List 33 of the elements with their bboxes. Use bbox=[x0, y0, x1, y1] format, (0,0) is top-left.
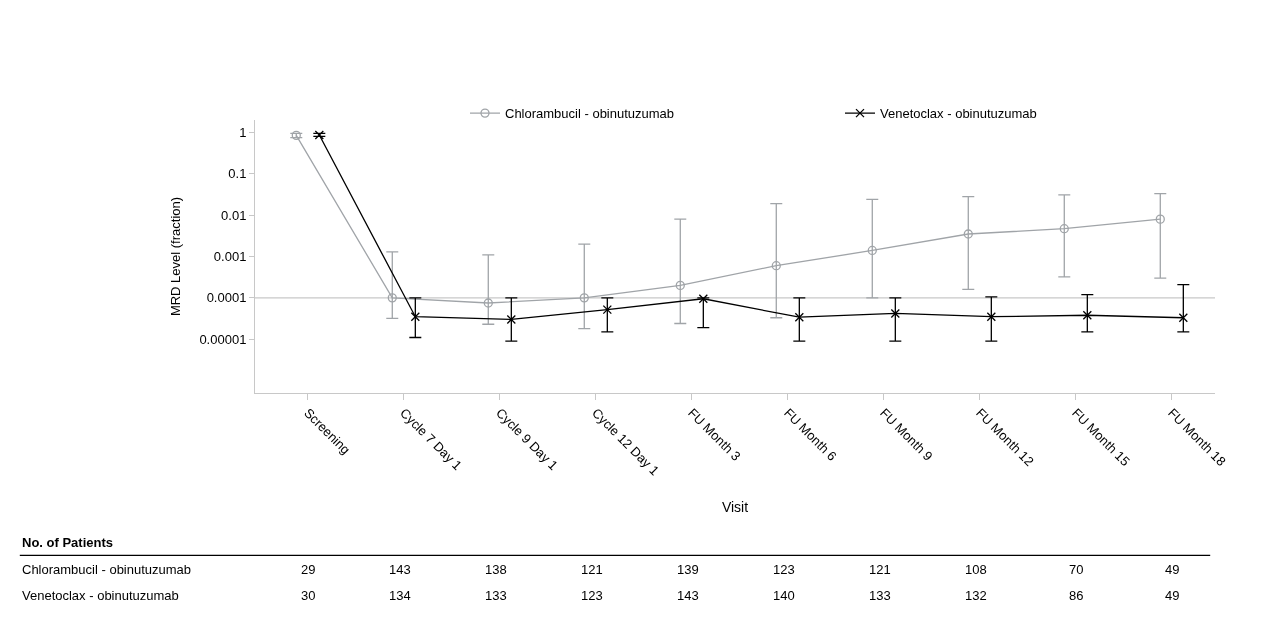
text: 121 bbox=[869, 562, 891, 577]
text: 132 bbox=[965, 588, 987, 603]
text: 121 bbox=[581, 562, 603, 577]
legend-label: Chlorambucil - obinutuzumab bbox=[505, 106, 675, 122]
y-tick-label: 0.01 bbox=[221, 207, 247, 223]
text: 49 bbox=[1165, 562, 1180, 577]
text: 143 bbox=[389, 562, 411, 577]
y-tick-label: 0.1 bbox=[228, 166, 247, 182]
y-tick-label: 0.0001 bbox=[206, 290, 247, 306]
text: Chlorambucil - obinutuzumab bbox=[22, 562, 192, 577]
text: 29 bbox=[301, 562, 316, 577]
y-tick-label: 0.001 bbox=[213, 249, 247, 265]
y-tick-label: 1 bbox=[239, 125, 247, 140]
text: 140 bbox=[773, 588, 795, 603]
y-axis-title: MRD Level (fraction) bbox=[168, 196, 184, 317]
text: 70 bbox=[1069, 562, 1084, 577]
text: 123 bbox=[773, 562, 795, 577]
text: Venetoclax - obinutuzumab bbox=[22, 588, 179, 603]
x-axis-title: Visit bbox=[721, 499, 749, 516]
text: 139 bbox=[677, 562, 699, 577]
text: 133 bbox=[485, 588, 507, 603]
y-tick-label: 0.00001 bbox=[199, 331, 247, 347]
text: No. of Patients bbox=[22, 535, 114, 550]
text: 30 bbox=[301, 588, 316, 603]
legend-label: Venetoclax - obinutuzumab bbox=[880, 106, 1037, 122]
text: 138 bbox=[485, 562, 507, 577]
text: 133 bbox=[869, 588, 891, 603]
text: 123 bbox=[581, 588, 603, 603]
text: 143 bbox=[677, 588, 699, 603]
text: 108 bbox=[965, 562, 987, 577]
text: 86 bbox=[1069, 588, 1084, 603]
text: 134 bbox=[389, 588, 411, 603]
text: 49 bbox=[1165, 588, 1180, 603]
